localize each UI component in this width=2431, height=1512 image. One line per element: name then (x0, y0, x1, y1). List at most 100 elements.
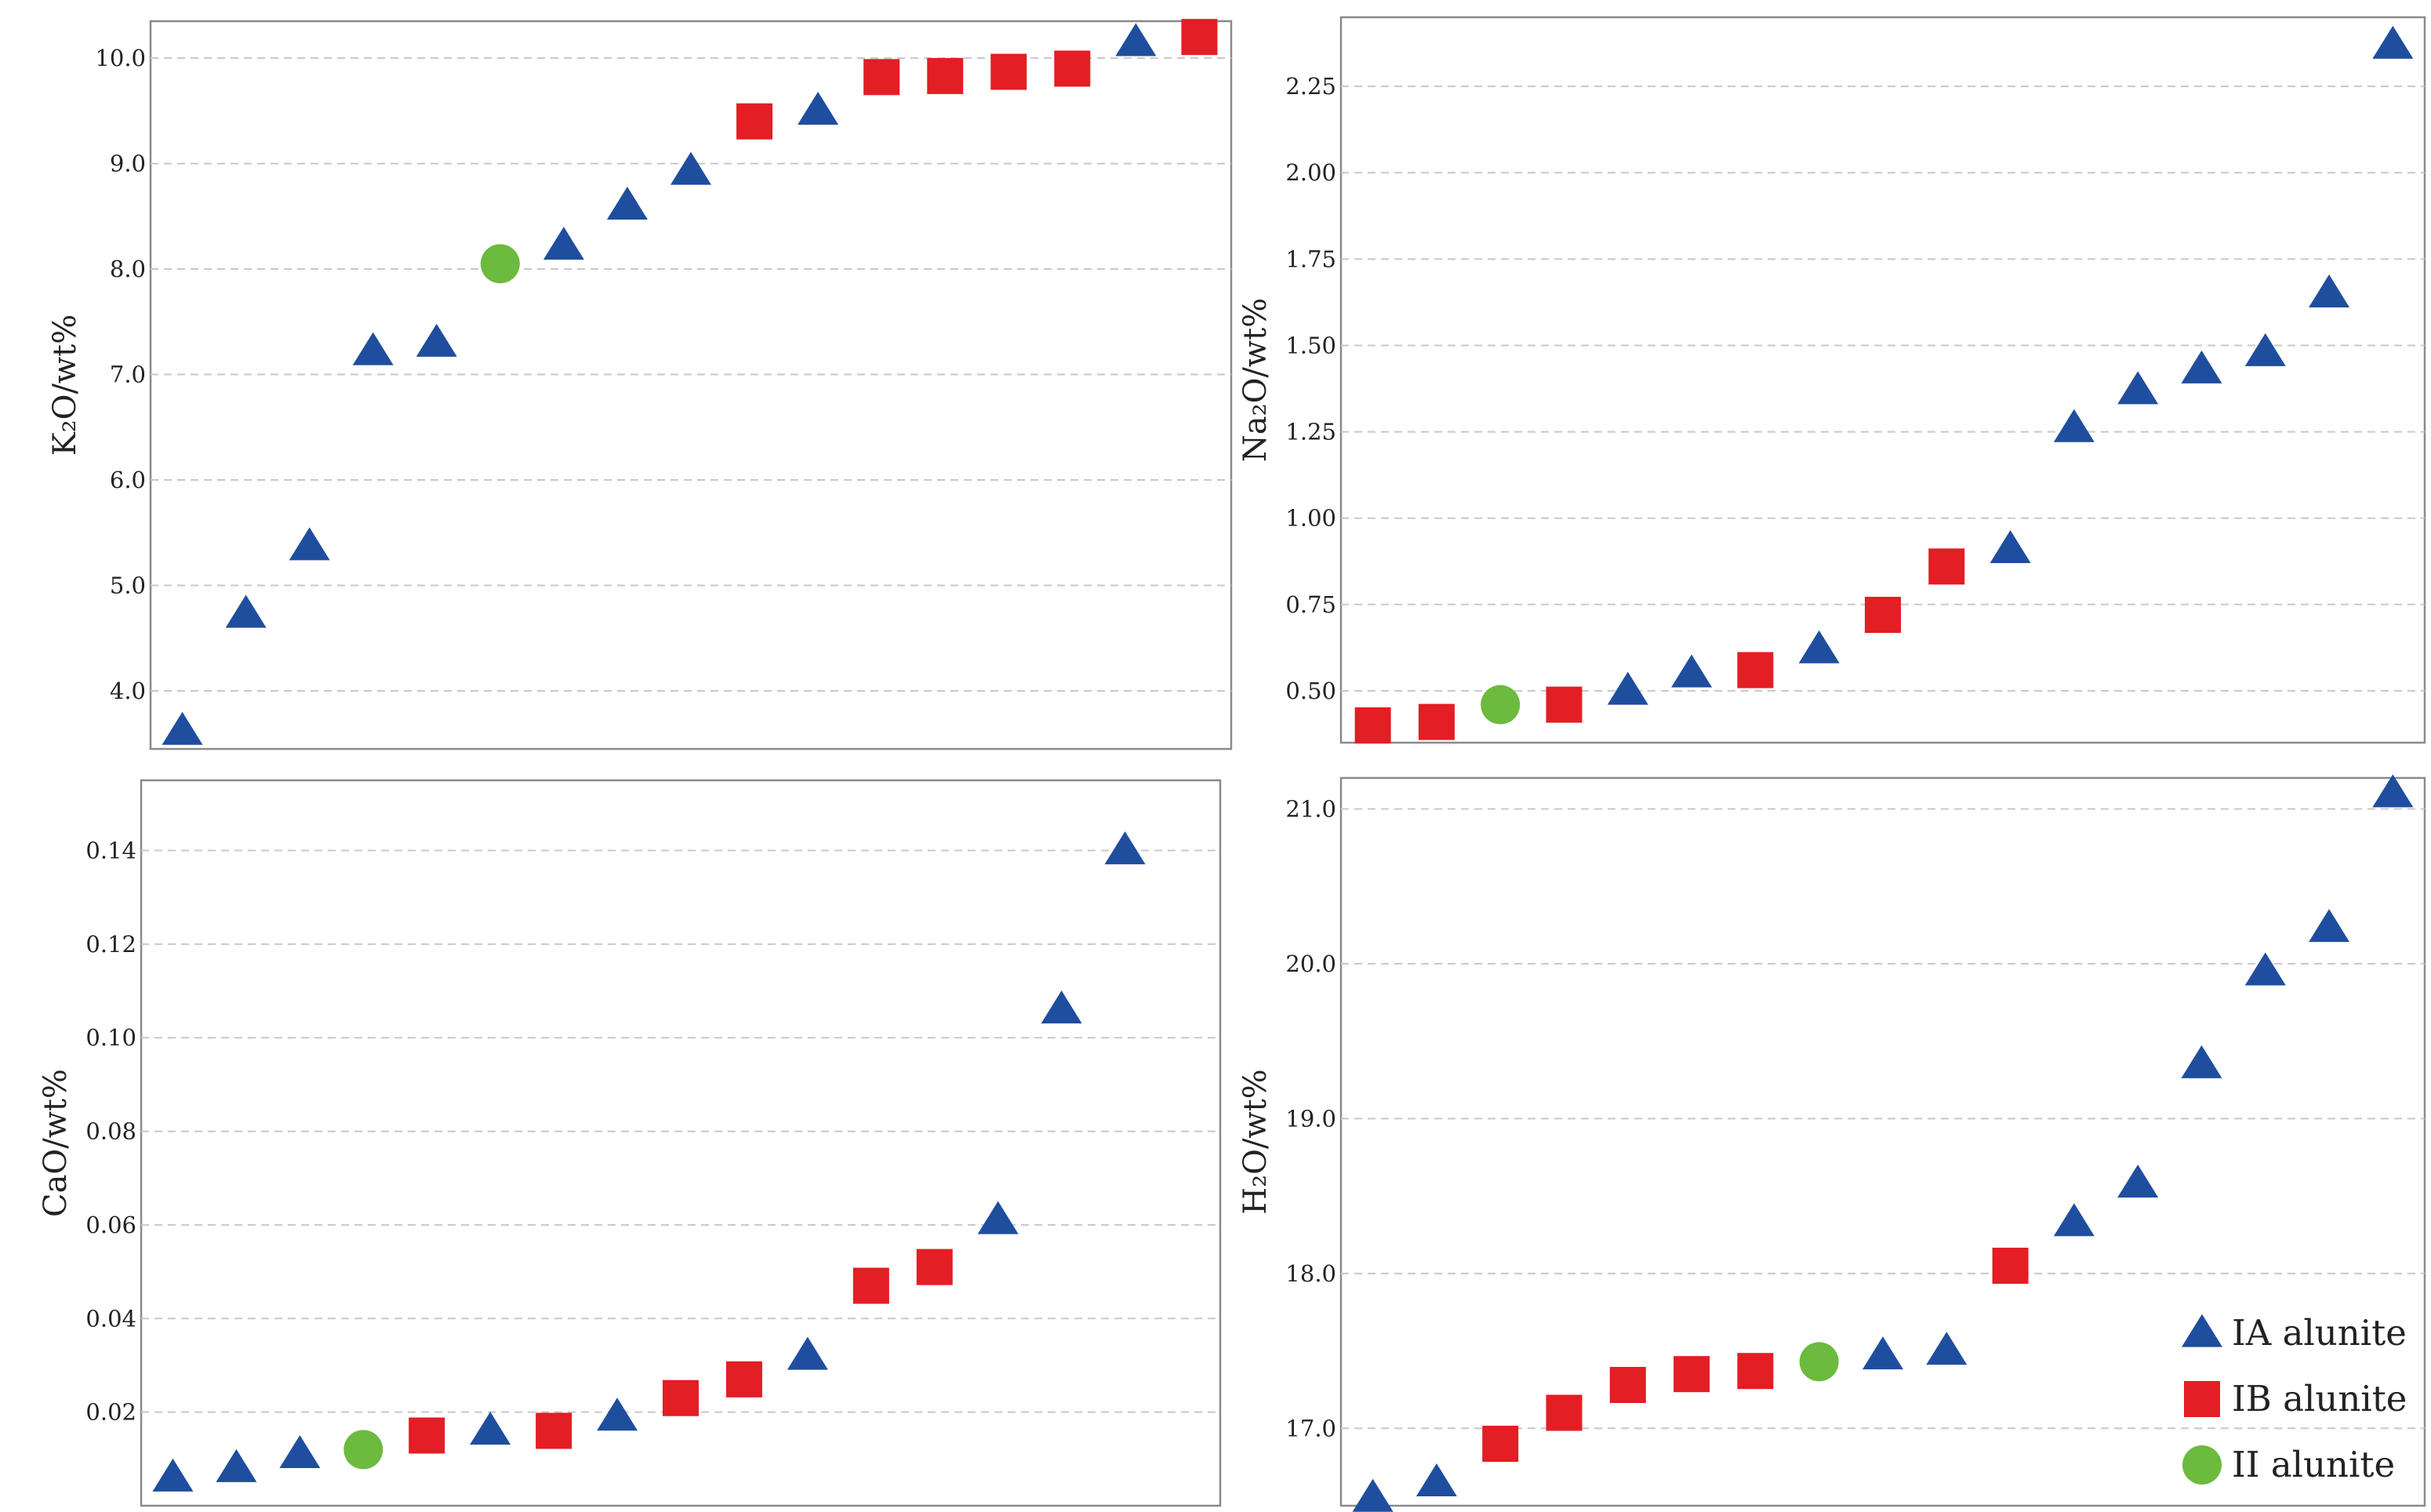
legend: IA alunite IB alunite II alunite (2182, 1312, 2407, 1485)
data-point-ib (1737, 652, 1774, 689)
y-tick-label: 10.0 (95, 45, 146, 71)
data-point-ia (787, 1336, 828, 1370)
panel-na2o: 0.50 0.75 1.00 1.25 1.50 1.75 2.00 2.25 Na₂O/wt% (1237, 16, 2426, 744)
legend-label-ii: II alunite (2232, 1444, 2395, 1485)
data-point-ia (279, 1434, 321, 1468)
y-tick-label: 2.00 (1285, 159, 1336, 186)
data-point-ia (597, 1398, 638, 1431)
y-tick-label: 5.0 (110, 572, 146, 599)
data-point-ib (1418, 703, 1455, 740)
plot-frame (1339, 16, 2426, 744)
y-axis-label: CaO/wt% (38, 1069, 74, 1217)
y-tick-label: 0.04 (85, 1305, 136, 1332)
legend-label-ia: IA alunite (2232, 1312, 2407, 1354)
data-point-ib (1673, 1356, 1710, 1393)
data-point-ia (977, 1201, 1019, 1234)
data-point-ia (2053, 409, 2095, 442)
y-tick-label: 2.25 (1285, 73, 1336, 100)
data-point-ib (1737, 1353, 1774, 1390)
data-point-ia (1041, 990, 1082, 1024)
y-tick-label: 1.50 (1285, 332, 1336, 358)
legend-marker-ib (2184, 1381, 2220, 1417)
legend-marker-ii (2182, 1445, 2222, 1485)
data-point-ii (1481, 685, 1521, 725)
y-tick-label: 0.02 (85, 1399, 136, 1426)
data-point-ia (1115, 23, 1157, 56)
data-point-ib (725, 1361, 762, 1398)
y-tick-label: 17.0 (1285, 1415, 1336, 1441)
plot-frame (149, 20, 1233, 751)
data-point-ia (216, 1448, 257, 1482)
data-point-ia (606, 187, 648, 220)
y-tick-label: 0.06 (85, 1212, 136, 1238)
data-point-ib (852, 1267, 889, 1304)
data-point-ib (916, 1248, 953, 1285)
y-axis-label: H₂O/wt% (1237, 1069, 1274, 1215)
y-tick-label: 8.0 (110, 256, 146, 282)
data-point-ia (289, 527, 330, 561)
y-tick-label: 9.0 (110, 151, 146, 177)
y-tick-label: 20.0 (1285, 950, 1336, 977)
data-point-ia (2181, 350, 2222, 383)
y-tick-label: 21.0 (1285, 795, 1336, 822)
data-point-ia (2244, 952, 2286, 986)
legend-marker-ia (2182, 1314, 2222, 1347)
y-tick-label: 0.14 (85, 838, 136, 864)
data-point-ib (536, 1412, 572, 1449)
data-point-ia (2372, 774, 2414, 808)
data-point-ia (2053, 1203, 2095, 1237)
data-point-ib (1928, 548, 1965, 585)
panel-cao: 0.02 0.04 0.06 0.08 0.10 0.12 0.14 CaO/wt% (38, 779, 1222, 1507)
data-point-ia (152, 1458, 194, 1492)
data-point-ia (470, 1412, 511, 1445)
data-point-ib (736, 103, 773, 140)
data-point-ia (2309, 274, 2350, 308)
data-point-ib (990, 53, 1027, 90)
y-axis-label: Na₂O/wt% (1237, 298, 1274, 462)
data-point-ia (798, 91, 839, 125)
data-point-ib (409, 1417, 445, 1454)
data-point-ia (2309, 909, 2350, 943)
data-point-ib (1609, 1366, 1646, 1403)
data-point-ia (1607, 671, 1648, 705)
data-point-ib (1546, 686, 1583, 723)
data-point-ia (1352, 1478, 1394, 1512)
y-tick-label: 1.00 (1285, 505, 1336, 532)
y-tick-label: 1.75 (1285, 245, 1336, 272)
data-point-ia (543, 227, 584, 260)
data-point-ii (343, 1430, 383, 1470)
data-point-ia (416, 323, 457, 357)
panel-h2o: 17.0 18.0 19.0 20.0 21.0 H₂O/wt% IA alunite IB … (1237, 774, 2426, 1512)
data-point-ia (2117, 1164, 2159, 1198)
y-tick-label: 0.10 (85, 1024, 136, 1051)
y-tick-label: 6.0 (110, 467, 146, 493)
data-point-ia (1415, 1463, 1457, 1497)
y-tick-label: 7.0 (110, 362, 146, 388)
data-point-ib (1054, 50, 1091, 87)
data-point-ib (663, 1379, 699, 1416)
data-point-ib (1546, 1394, 1583, 1431)
data-point-ia (2244, 333, 2286, 366)
data-point-ib (1865, 597, 1901, 634)
legend-label-ib: IB alunite (2232, 1378, 2407, 1419)
data-point-ib (863, 59, 900, 96)
data-point-ia (1104, 831, 1146, 865)
y-tick-label: 0.08 (85, 1118, 136, 1145)
data-point-ib (1181, 19, 1218, 56)
data-point-ia (162, 711, 203, 745)
data-point-ia (670, 151, 711, 185)
y-tick-label: 0.75 (1285, 591, 1336, 618)
data-point-ib (1992, 1247, 2029, 1284)
y-tick-label: 19.0 (1285, 1105, 1336, 1132)
data-point-ia (2181, 1045, 2222, 1078)
data-point-ib (1354, 707, 1391, 743)
data-point-ib (1482, 1426, 1519, 1463)
plot-frame (1339, 776, 2426, 1507)
data-point-ia (1989, 529, 2031, 563)
data-point-ia (1862, 1336, 1903, 1370)
y-tick-label: 0.50 (1285, 678, 1336, 704)
data-point-ii (480, 244, 520, 284)
data-point-ia (2117, 371, 2159, 405)
y-axis-label: K₂O/wt% (47, 314, 83, 456)
